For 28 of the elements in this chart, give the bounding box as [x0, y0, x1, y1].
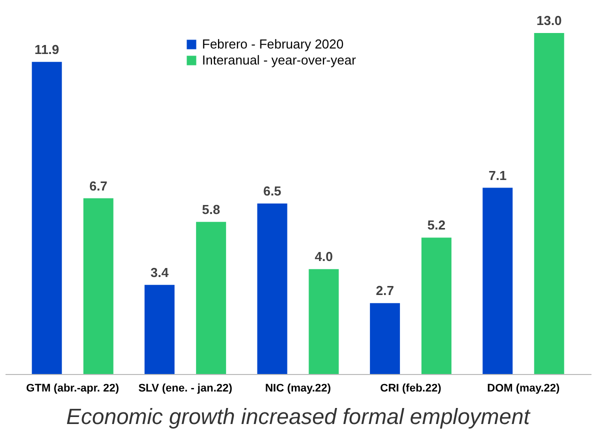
- x-tick-label: SLV (ene. - jan.22): [138, 382, 233, 394]
- x-tick-label: DOM (may.22): [487, 382, 560, 394]
- data-label: 11.9: [34, 42, 60, 57]
- data-label: 6.5: [263, 184, 282, 198]
- bar: [32, 62, 62, 374]
- bar: [308, 269, 339, 374]
- bar: [482, 188, 513, 374]
- data-label: 7.1: [488, 168, 507, 183]
- bar: [534, 33, 564, 374]
- data-label: 5.8: [202, 202, 220, 217]
- legend-label: Interanual - year-over-year: [202, 52, 357, 68]
- legend-label: Febrero - February 2020: [202, 36, 344, 52]
- data-label: 3.4: [150, 264, 170, 280]
- bar: [144, 284, 175, 374]
- x-tick-label: GTM (abr.-apr. 22): [26, 382, 120, 394]
- bar: [257, 204, 288, 374]
- data-label: 4.0: [314, 249, 333, 264]
- x-tick-label: NIC (may.22): [265, 382, 332, 394]
- x-tick-label: CRI (feb.22): [380, 382, 442, 394]
- bar: [83, 198, 114, 374]
- bar: [421, 238, 452, 374]
- bar: [196, 222, 226, 374]
- data-label: 13.0: [536, 13, 562, 28]
- text: Economic growth increased formal employment: [66, 404, 531, 429]
- data-label: 6.7: [89, 178, 108, 194]
- data-label: 2.7: [376, 283, 394, 298]
- bar: [370, 303, 400, 374]
- data-label: 5.2: [427, 218, 446, 233]
